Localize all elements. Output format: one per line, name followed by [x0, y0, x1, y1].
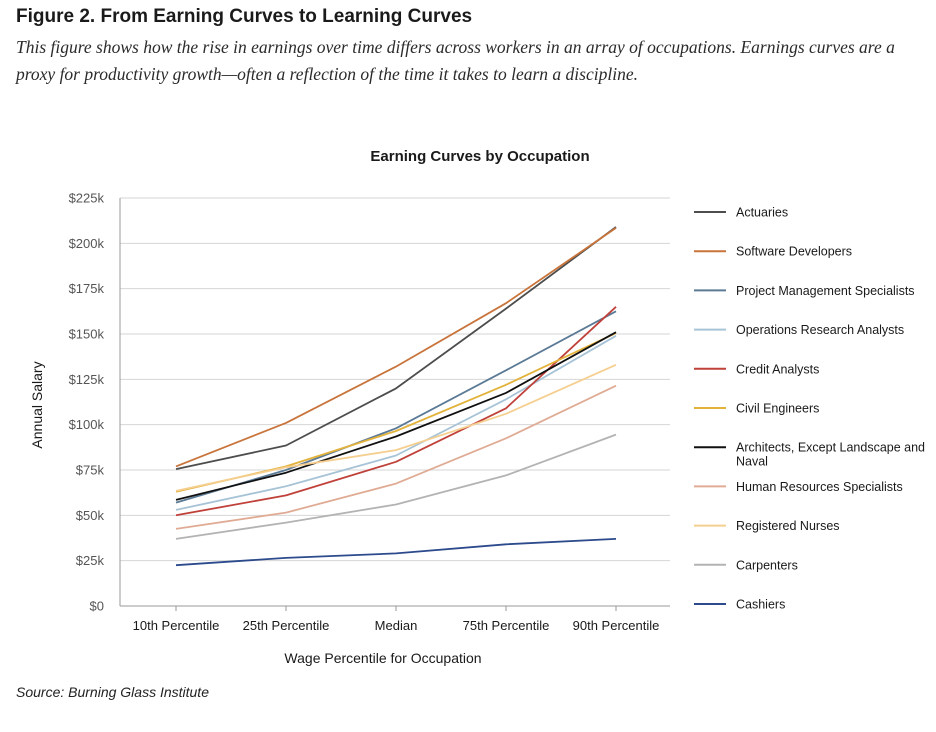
figure-caption: This figure shows how the rise in earnin…	[16, 37, 895, 84]
y-tick-label: $25k	[76, 553, 105, 568]
series-line	[175, 331, 617, 501]
series-line	[175, 363, 617, 492]
y-tick-label: $125k	[69, 372, 105, 387]
legend-label: Operations Research Analysts	[736, 323, 904, 337]
legend-label: Carpenters	[736, 558, 798, 572]
x-tick-label: 75th Percentile	[463, 618, 550, 633]
legend-item: Credit Analysts	[694, 362, 819, 376]
legend-item: Registered Nurses	[694, 519, 840, 533]
legend-item: Architects, Except Landscape and Naval	[694, 441, 925, 469]
legend-label: Human Resources Specialists	[736, 480, 903, 494]
gridlines	[119, 197, 670, 607]
x-tick-label: 10th Percentile	[133, 618, 220, 633]
y-tick-label: $175k	[69, 281, 105, 296]
series-line	[175, 538, 617, 567]
legend-label: Software Developers	[736, 245, 852, 259]
legend-label: Registered Nurses	[736, 519, 840, 533]
y-tick-label: $200k	[69, 236, 105, 251]
y-tick-label: $225k	[69, 191, 105, 206]
legend-label: Credit Analysts	[736, 362, 819, 376]
series-line	[175, 433, 617, 540]
series-lines	[175, 226, 617, 567]
legend-label: Cashiers	[736, 598, 785, 612]
series-line	[175, 332, 617, 493]
series-line	[175, 226, 617, 470]
x-tick-label: Median	[375, 618, 418, 633]
legend: Actuaries Software Developers Project Mana…	[694, 206, 925, 612]
y-tick-label: $100k	[69, 417, 105, 432]
series-line	[175, 306, 617, 517]
legend-item: Cashiers	[694, 598, 785, 612]
x-tick-labels: 10th Percentile 25th Percentile Median 75th…	[133, 606, 660, 633]
legend-item: Human Resources Specialists	[694, 480, 903, 494]
figure-title: Figure 2. From Earning Curves to Learnin…	[16, 6, 473, 27]
legend-item: Project Management Specialists	[694, 284, 915, 298]
y-tick-labels: $0 $25k $50k $75k $100k $125k $150k $175k $200k $…	[69, 191, 105, 614]
legend-label: Actuaries	[736, 206, 788, 220]
series-line	[175, 384, 617, 530]
series-line	[175, 310, 617, 504]
chart-title: Earning Curves by Occupation	[370, 148, 589, 165]
series-line	[175, 335, 617, 511]
x-tick-label: 25th Percentile	[243, 618, 330, 633]
y-axis-label: Annual Salary	[29, 361, 45, 448]
legend-item: Actuaries	[694, 206, 788, 220]
legend-item: Civil Engineers	[694, 402, 819, 416]
y-tick-label: $50k	[76, 508, 105, 523]
series-line	[175, 227, 617, 468]
source-note: Source: Burning Glass Institute	[16, 684, 209, 700]
legend-item: Operations Research Analysts	[694, 323, 904, 337]
legend-label: Project Management Specialists	[736, 284, 915, 298]
legend-item: Carpenters	[694, 558, 798, 572]
x-tick-label: 90th Percentile	[573, 618, 660, 633]
y-tick-label: $150k	[69, 327, 105, 342]
legend-label: Civil Engineers	[736, 402, 819, 416]
y-tick-label: $75k	[76, 463, 105, 478]
legend-item: Software Developers	[694, 245, 852, 259]
legend-label: Architects, Except Landscape and Naval	[736, 441, 925, 469]
y-tick-label: $0	[90, 599, 104, 614]
x-axis-label: Wage Percentile for Occupation	[284, 650, 481, 666]
